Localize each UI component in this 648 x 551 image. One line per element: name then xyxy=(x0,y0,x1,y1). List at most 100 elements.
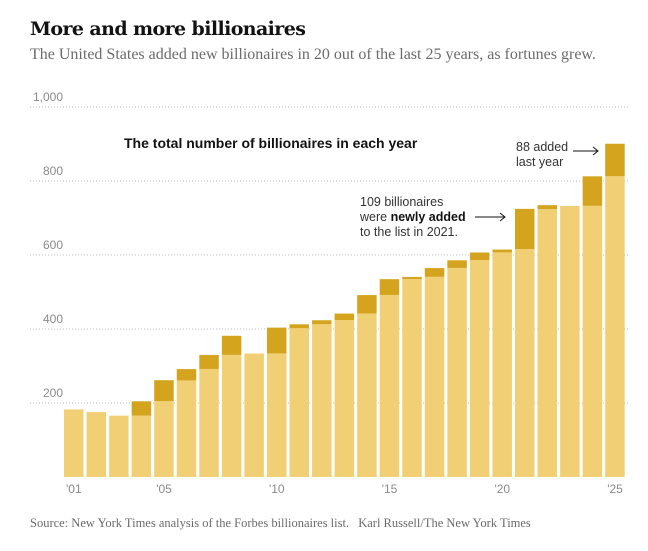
annotation-2025: 88 added last year xyxy=(516,140,599,169)
bar-cap-2002 xyxy=(86,410,107,413)
annotation-2021-line3: to the list in 2021. xyxy=(360,225,458,239)
bar-base-2009 xyxy=(244,353,264,477)
bar-added-2005 xyxy=(154,380,174,402)
y-tick-label: 200 xyxy=(43,386,63,400)
bar-cap-2001 xyxy=(64,408,84,410)
bar-base-2023 xyxy=(560,205,580,478)
source-text: Source: New York Times analysis of the F… xyxy=(30,516,350,530)
bar-added-2014 xyxy=(357,294,377,314)
bar-base-2006 xyxy=(176,380,197,477)
annotation-2021-line1: 109 billionaires xyxy=(360,195,443,209)
bar-cap-2020 xyxy=(492,248,512,250)
bar-cap-2015 xyxy=(379,278,400,280)
bar-added-2007 xyxy=(199,354,219,369)
annotation-2021-prefix: were xyxy=(359,210,391,224)
arrow-right-icon xyxy=(573,146,599,156)
bar-cap-2009 xyxy=(244,352,264,354)
y-tick-label: 800 xyxy=(43,164,63,178)
bar-base-2003 xyxy=(109,415,129,477)
x-tick-label: '15 xyxy=(382,482,398,496)
bar-cap-2006 xyxy=(176,367,197,370)
x-tick-label: '05 xyxy=(156,482,172,496)
credit-text: Karl Russell/The New York Times xyxy=(358,516,531,530)
chart-inner-title: The total number of billionaires in each… xyxy=(124,135,418,151)
x-tick-label: '10 xyxy=(269,482,285,496)
bar-cap-2010 xyxy=(266,326,287,328)
annotation-2021-bold: newly added xyxy=(391,210,466,224)
y-tick-label: 400 xyxy=(43,312,63,326)
x-axis-ticks: '01 '05 '10 '15 '20 '25 xyxy=(66,482,623,496)
bar-added-2016 xyxy=(402,276,422,280)
bar-chart: 200 400 600 800 1,000 '01 '05 '10 '15 '20 '25 The… xyxy=(30,90,630,496)
bar-base-2021 xyxy=(515,249,535,477)
bar-added-2017 xyxy=(424,267,445,277)
bar-base-2004 xyxy=(131,415,152,477)
chart-headline: More and more billionaires xyxy=(30,18,306,40)
x-tick-label: '25 xyxy=(607,482,623,496)
bar-added-2008 xyxy=(221,335,242,355)
bar-cap-2024 xyxy=(582,175,603,177)
bar-cap-2018 xyxy=(447,259,467,261)
bar-base-2011 xyxy=(289,328,309,477)
bar-base-2022 xyxy=(537,209,558,477)
bar-added-2019 xyxy=(469,252,490,261)
bar-base-2024 xyxy=(582,205,603,478)
bar-cap-2013 xyxy=(334,312,355,314)
y-axis-ticks: 200 400 600 800 1,000 xyxy=(33,90,63,400)
bar-added-2010 xyxy=(266,327,287,354)
bar-cap-2019 xyxy=(469,251,490,253)
y-tick-label: 1,000 xyxy=(33,90,63,104)
bar-cap-2022 xyxy=(537,204,558,206)
chart-subtitle: The United States added new billionaires… xyxy=(30,46,596,63)
bar-base-2025 xyxy=(605,176,625,477)
bar-base-2016 xyxy=(402,279,422,477)
arrow-right-icon xyxy=(475,212,506,222)
bar-cap-2008 xyxy=(221,334,242,336)
bar-base-2007 xyxy=(199,368,219,477)
bar-added-2024 xyxy=(582,176,603,206)
bar-cap-2021 xyxy=(515,207,535,209)
bar-base-2015 xyxy=(379,294,400,477)
bar-base-2019 xyxy=(469,260,490,477)
bar-added-2020 xyxy=(492,249,512,253)
bar-added-2011 xyxy=(289,324,309,329)
annotation-2025-line1: 88 added xyxy=(516,140,568,154)
bar-added-2006 xyxy=(176,368,197,381)
bar-cap-2012 xyxy=(312,319,332,321)
bar-base-2001 xyxy=(64,409,84,477)
source-line: Source: New York Times analysis of the F… xyxy=(30,516,537,531)
bar-base-2018 xyxy=(447,267,467,477)
bar-base-2017 xyxy=(424,276,445,477)
bar-added-2015 xyxy=(379,279,400,295)
bar-cap-2014 xyxy=(357,293,377,296)
annotation-2021-line2: were newly added xyxy=(359,210,466,224)
bar-added-2022 xyxy=(537,205,558,210)
bar-base-2013 xyxy=(334,320,355,477)
bar-base-2005 xyxy=(154,401,174,477)
annotation-2021: 109 billionaires were newly added to the… xyxy=(359,195,506,239)
bar-base-2014 xyxy=(357,313,377,477)
bar-cap-2004 xyxy=(131,400,152,402)
bar-base-2008 xyxy=(221,354,242,477)
x-tick-label: '20 xyxy=(494,482,510,496)
x-tick-label: '01 xyxy=(66,482,82,496)
bar-added-2021 xyxy=(515,208,535,250)
bar-cap-2007 xyxy=(199,353,219,356)
bar-added-2018 xyxy=(447,260,467,268)
bar-added-2004 xyxy=(131,401,152,416)
bars xyxy=(64,142,625,478)
bar-base-2020 xyxy=(492,252,512,477)
bar-cap-2016 xyxy=(402,275,422,278)
annotation-2025-line2: last year xyxy=(516,155,563,169)
bar-added-2012 xyxy=(312,320,332,325)
bar-cap-2025 xyxy=(605,142,625,144)
bar-cap-2003 xyxy=(109,414,129,416)
bar-added-2013 xyxy=(334,313,355,321)
bar-base-2010 xyxy=(266,353,287,477)
bar-cap-2005 xyxy=(154,379,174,381)
bar-added-2025 xyxy=(605,143,625,177)
bar-cap-2023 xyxy=(560,204,580,206)
bar-base-2012 xyxy=(312,324,332,477)
bar-base-2002 xyxy=(86,411,107,477)
bar-cap-2017 xyxy=(424,266,445,269)
